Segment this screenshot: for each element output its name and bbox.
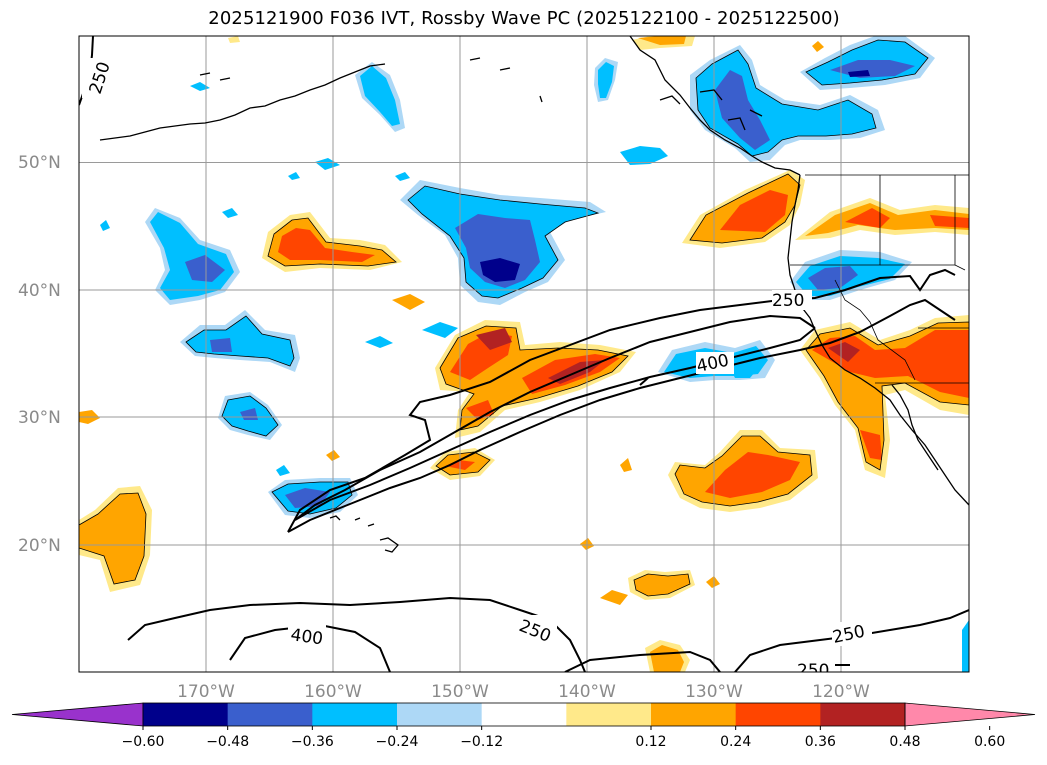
lat-label-30n: 30°N [18,408,61,428]
negative-anomaly-west-a [145,208,240,305]
positive-anomaly-south-b [600,590,628,605]
contour-labels: 250 250 400 250 400 250 250 [82,58,872,681]
negative-anomaly-east-b [790,250,912,300]
positive-anomaly-top-core [638,36,686,45]
latitude-labels: 50°N 40°N 30°N 20°N [18,153,61,556]
positive-anomaly-north-pacific [262,212,402,272]
positive-anomaly-tiny-e [812,41,824,52]
lat-label-20n: 20°N [18,536,61,556]
positive-anomaly-tiny-a [620,458,632,472]
lon-label-140w: 140°W [558,682,616,702]
positive-anomaly-tiny-b [706,576,720,588]
positive-anomaly-south-c-core [650,645,684,672]
colorbar-segment [820,703,906,726]
colorbar-tick-label: −0.36 [291,734,334,750]
lon-label-170w: 170°W [177,682,235,702]
colorbar-tick-label: −0.24 [376,734,419,750]
colorbar-segment [397,703,483,726]
longitude-labels: 170°W 160°W 150°W 140°W 130°W 120°W [177,682,870,702]
coastlines [99,36,969,553]
lon-label-160w: 160°W [304,682,362,702]
lon-label-150w: 150°W [431,682,489,702]
contour-label-250-east: 250 [772,291,804,311]
colorbar-extend-low [11,702,144,727]
colorbar-segment [143,703,229,726]
negative-anomaly-north-bits [100,58,969,672]
positive-anomaly-inland-north [795,198,969,240]
colorbar-tick-label: −0.60 [122,734,165,750]
positive-anomaly-small-a [392,294,425,310]
colorbar-tick-label: −0.12 [460,734,503,750]
colorbar-segment [227,703,313,726]
positive-anomaly-pnw [682,170,805,248]
colorbar-tick-label: 0.24 [720,734,751,750]
colorbar-frame [142,702,906,727]
positive-anomaly-california [800,315,969,478]
figure-title: 2025121900 F036 IVT, Rossby Wave PC (202… [208,8,840,29]
lon-label-130w: 130°W [685,682,743,702]
map-frame [78,35,970,673]
colorbar-segment [651,703,737,726]
colorbar-segment [312,703,398,726]
colorbar-tick-label: 0.12 [635,734,666,750]
political-borders [790,174,969,384]
contour-label-400-south: 400 [289,625,324,649]
colorbar-segment [735,703,821,726]
lon-label-120w: 120°W [812,682,870,702]
positive-anomaly-south-a-core [634,574,690,596]
colorbar-tick-label: 0.48 [889,734,920,750]
colorbar-tick-label: 0.60 [974,734,1005,750]
colorbar-tick-labels: −0.60 −0.48 −0.36 −0.24 −0.12 0.12 0.24 0.36 0.4… [122,726,1005,750]
colorbar-segment [566,703,652,726]
negative-anomaly-west-c [218,392,282,440]
positive-anomaly-tiny-f [228,36,240,43]
lat-label-40n: 40°N [18,281,61,301]
map-content: 250 250 400 250 400 250 250 [79,36,969,681]
colorbar: −0.60 −0.48 −0.36 −0.24 −0.12 0.12 0.24 0.36 0.4… [11,702,1036,750]
colorbar-segments [11,702,1036,727]
colorbar-tick-label: 0.36 [805,734,836,750]
colorbar-tick-label: −0.48 [206,734,249,750]
positive-anomaly-southeast [668,430,818,512]
negative-anomaly-central-north [400,180,606,305]
negative-anomaly-british-columbia [690,45,885,162]
contour-label-250-south-c: 250 [797,661,829,681]
positive-anomaly-hawaii-ne [430,448,495,480]
colorbar-extend-high [904,702,1036,727]
lat-label-50n: 50°N [18,153,61,173]
colorbar-segment [481,703,567,726]
